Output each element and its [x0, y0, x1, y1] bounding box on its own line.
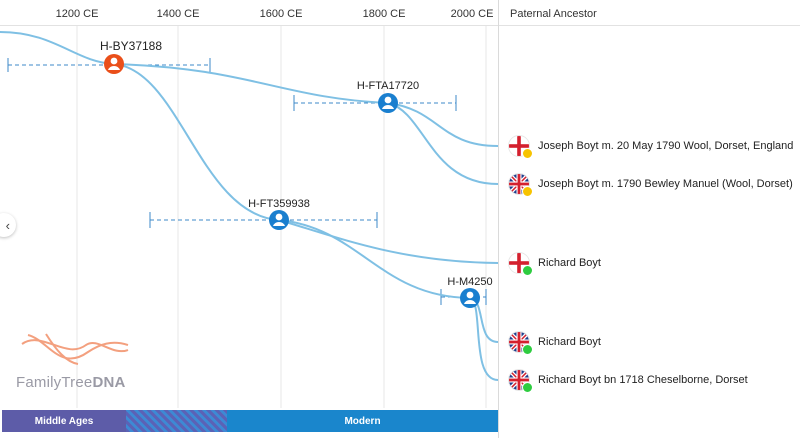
- node-label-h-m4250[interactable]: H-M4250: [447, 276, 493, 288]
- axis-label-1200: 1200 CE: [55, 8, 99, 20]
- era-modern: Modern: [227, 410, 498, 432]
- range-bars: [7, 58, 487, 305]
- status-dot-icon: [522, 344, 533, 355]
- status-dot-icon: [522, 382, 533, 393]
- header-divider: [0, 25, 800, 26]
- era-label: Modern: [344, 415, 381, 427]
- chevron-left-icon[interactable]: ‹: [0, 213, 16, 237]
- ancestor-name[interactable]: Richard Boyt bn 1718 Cheselborne, Dorset: [538, 374, 748, 386]
- ancestor-name[interactable]: Joseph Boyt m. 1790 Bewley Manuel (Wool,…: [538, 178, 793, 190]
- axis-label-2000: 2000 CE: [450, 8, 494, 20]
- uk-flag-icon: [508, 369, 530, 391]
- logo-text-part2: DNA: [92, 374, 126, 391]
- range-bar-h-ft359938: [149, 212, 378, 228]
- branch-ft-to-m4250: [278, 219, 471, 299]
- node-label-h-by37188[interactable]: H-BY37188: [99, 39, 163, 53]
- branch-ft-ancestor-3: [278, 219, 499, 264]
- branch-root: [0, 31, 115, 65]
- branch-by-to-fta: [113, 63, 389, 104]
- ancestor-name[interactable]: Richard Boyt: [538, 257, 601, 269]
- status-dot-icon: [522, 186, 533, 197]
- axis-label-1400: 1400 CE: [156, 8, 200, 20]
- panel-divider: [498, 0, 499, 438]
- node-h-fta17720[interactable]: [378, 93, 398, 113]
- axis-label-1600: 1600 CE: [259, 8, 303, 20]
- dna-logo-icon: [21, 333, 129, 365]
- branch-fta-ancestor-2: [387, 102, 499, 185]
- branch-by-to-ft: [113, 63, 280, 221]
- node-h-ft359938[interactable]: [269, 210, 289, 230]
- branch-fta-ancestor-1: [387, 102, 499, 147]
- branch-m4250-ancestor-5: [469, 297, 499, 381]
- status-dot-icon: [522, 265, 533, 276]
- branch-canvas: [0, 26, 499, 408]
- node-h-m4250[interactable]: [460, 288, 480, 308]
- node-label-h-fta17720[interactable]: H-FTA17720: [356, 80, 420, 92]
- familytreedna-logo: FamilyTreeDNA: [16, 374, 126, 391]
- era-middle-ages: Middle Ages: [2, 410, 126, 432]
- panel-title: Paternal Ancestor: [510, 8, 597, 20]
- status-dot-icon: [522, 148, 533, 159]
- axis-label-1800: 1800 CE: [362, 8, 406, 20]
- ancestor-name[interactable]: Richard Boyt: [538, 336, 601, 348]
- logo-text-part1: FamilyTree: [16, 374, 93, 391]
- node-h-by37188[interactable]: [104, 54, 124, 74]
- era-transition: [126, 410, 227, 432]
- ancestor-name[interactable]: Joseph Boyt m. 20 May 1790 Wool, Dorset,…: [538, 140, 794, 152]
- era-label: Middle Ages: [34, 415, 94, 427]
- node-label-h-ft359938[interactable]: H-FT359938: [248, 198, 310, 210]
